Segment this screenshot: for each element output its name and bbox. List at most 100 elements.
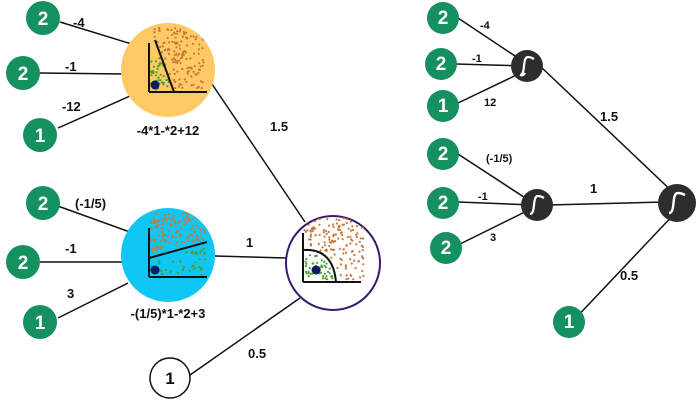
scatter-dot xyxy=(176,30,179,33)
scatter-dot xyxy=(362,263,365,266)
scatter-dot xyxy=(358,240,361,243)
scatter-dot xyxy=(174,222,177,225)
input-node xyxy=(26,186,60,220)
scatter-dot xyxy=(167,216,170,219)
scatter-dot xyxy=(177,53,181,56)
scatter-dot xyxy=(357,217,360,220)
scatter-dot xyxy=(193,52,196,55)
scatter-dot xyxy=(178,78,181,81)
scatter-dot xyxy=(177,59,181,62)
scatter-dot xyxy=(179,47,182,50)
scatter-dot xyxy=(194,238,197,242)
scatter-dot xyxy=(318,233,321,236)
scatter-dot xyxy=(199,80,203,83)
bias-node xyxy=(149,357,191,399)
edge-r-n2-in3 xyxy=(457,207,534,246)
left-output-neuron xyxy=(285,215,381,311)
scatter-dot xyxy=(361,249,364,252)
scatter-dot xyxy=(194,230,197,234)
scatter-dot xyxy=(203,212,206,215)
scatter-dot xyxy=(191,42,195,45)
scatter-dot xyxy=(308,218,311,221)
scatter-dot xyxy=(349,242,352,245)
scatter-dot xyxy=(173,219,176,223)
scatter-dot xyxy=(190,84,193,87)
scatter-dot xyxy=(309,235,312,238)
scatter-dot xyxy=(194,261,197,264)
scatter-dot xyxy=(355,243,358,246)
scatter-dot xyxy=(196,252,199,255)
scatter-dot xyxy=(199,227,202,230)
scatter-dot xyxy=(192,213,195,216)
sigmoid-icon xyxy=(668,191,686,215)
scatter-dot xyxy=(340,231,343,234)
scatter-dot xyxy=(196,237,199,240)
scatter-dot xyxy=(171,234,174,237)
scatter-dot xyxy=(162,83,165,86)
scatter-dot xyxy=(189,219,192,222)
scatter-dot xyxy=(179,28,182,31)
scatter-dot xyxy=(305,219,308,222)
scatter-dot xyxy=(167,52,170,56)
scatter-dot xyxy=(174,27,177,30)
scatter-dot xyxy=(196,234,199,237)
scatter-dot xyxy=(164,48,167,52)
edge-l-n1-in3 xyxy=(57,95,131,129)
scatter-dot xyxy=(323,235,326,238)
scatter-dot xyxy=(154,247,157,250)
scatter-dot xyxy=(180,40,183,43)
scatter-dot xyxy=(190,227,194,230)
scatter-dot xyxy=(192,224,195,227)
scatter-dot xyxy=(154,60,158,63)
scatter-dot xyxy=(174,42,177,45)
scatter-dot xyxy=(304,260,307,263)
scatter-dot xyxy=(325,275,328,278)
scatter-dot xyxy=(328,272,331,275)
scatter-dot xyxy=(175,46,178,49)
scatter-dot xyxy=(349,220,352,223)
scatter-dot xyxy=(310,233,313,236)
scatter-dot xyxy=(202,212,205,215)
scatter-dot xyxy=(183,49,186,53)
scatter-dot xyxy=(328,238,331,241)
scatter-dot xyxy=(192,268,195,271)
scatter-dot xyxy=(337,237,340,240)
scatter-dot xyxy=(157,79,160,82)
scatter-dot xyxy=(162,245,165,249)
neuron-1-orange-dots xyxy=(153,27,205,90)
scatter-dot xyxy=(340,258,343,261)
scatter-dot xyxy=(170,28,173,32)
weight-label: 1 xyxy=(246,235,253,250)
weight-label: 3 xyxy=(67,286,74,301)
scatter-dot xyxy=(194,266,197,269)
scatter-dot xyxy=(157,260,161,263)
scatter-dot xyxy=(309,244,312,247)
scatter-dot xyxy=(162,238,165,241)
scatter-dot xyxy=(153,31,156,34)
scatter-dot xyxy=(361,256,364,259)
scatter-dot xyxy=(158,220,161,223)
scatter-dot xyxy=(180,240,183,243)
input-node-value: 1 xyxy=(35,126,46,147)
scatter-dot xyxy=(321,246,324,249)
scatter-dot xyxy=(190,250,193,253)
scatter-dot xyxy=(352,278,355,281)
scatter-dot xyxy=(321,277,325,280)
sigmoid-icon xyxy=(529,194,545,216)
scatter-dot xyxy=(201,81,204,84)
scatter-dot xyxy=(178,83,181,86)
scatter-dot xyxy=(185,80,188,83)
scatter-dot xyxy=(187,212,190,216)
scatter-dot xyxy=(183,223,186,226)
scatter-dot xyxy=(199,65,202,68)
edge-r-n2-in1 xyxy=(457,153,534,204)
scatter-dot xyxy=(329,241,333,244)
scatter-dot xyxy=(150,249,153,252)
scatter-dot xyxy=(166,36,169,40)
scatter-dot xyxy=(159,45,162,49)
scatter-dot xyxy=(202,228,205,231)
scatter-dot xyxy=(159,79,162,82)
scatter-dot xyxy=(175,61,179,64)
scatter-dot xyxy=(186,217,190,220)
scatter-dot xyxy=(168,230,171,233)
